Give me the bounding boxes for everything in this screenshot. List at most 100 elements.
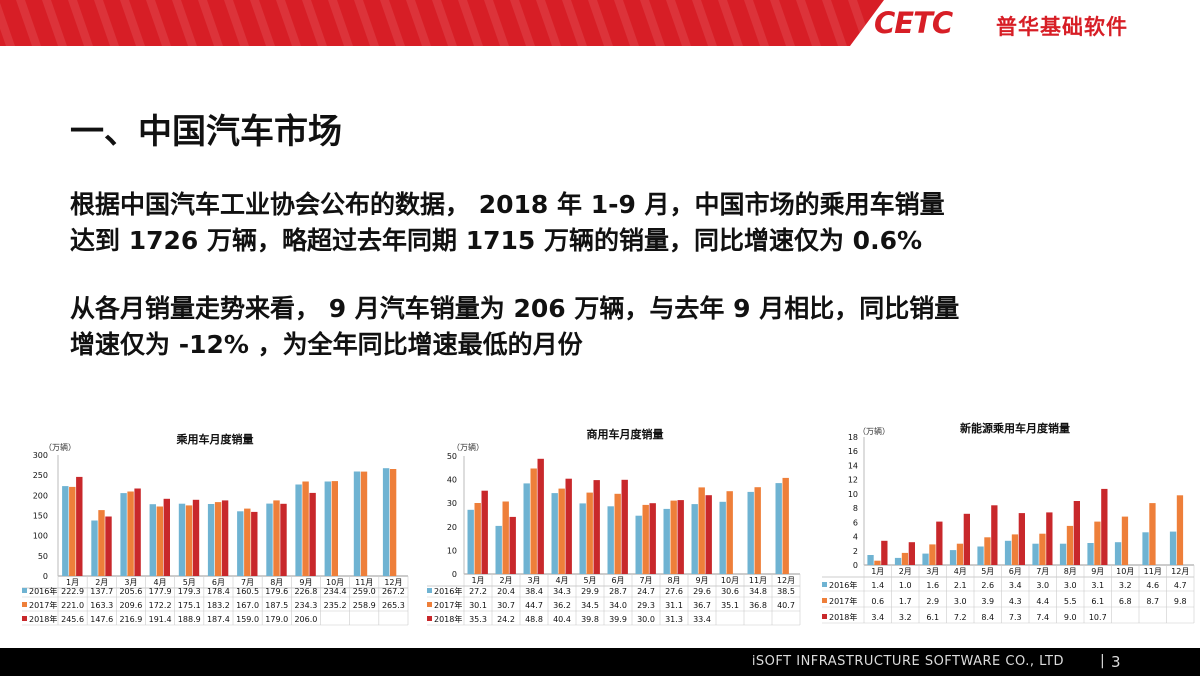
paragraph-1-line-1: 根据中国汽车工业协会公布的数据， 2018 年 1-9 月，中国市场的乘用车销量 — [70, 190, 945, 219]
y-tick-label: 18 — [848, 433, 858, 442]
table-cell-value: 205.6 — [119, 587, 142, 596]
table-cell-value: 7.2 — [954, 613, 967, 622]
chart-title: 乘用车月度销量 — [176, 432, 254, 446]
bar-2016年-2月 — [495, 525, 502, 574]
table-cell-value: 234.3 — [294, 601, 317, 610]
banner-stripe — [16, 0, 41, 46]
bar-2016年-12月 — [382, 468, 390, 576]
banner-stripe — [744, 0, 769, 46]
y-tick-label: 10 — [447, 546, 457, 555]
bar-2018年-1月 — [481, 490, 488, 574]
bar-2016年-11月 — [747, 491, 754, 574]
banner-stripe — [146, 0, 171, 46]
banner-stripe — [172, 0, 197, 46]
table-cell-value: 206.0 — [294, 615, 317, 624]
table-cell-value: 30.7 — [497, 601, 515, 610]
table-cell-value: 34.0 — [609, 601, 627, 610]
banner-stripe — [406, 0, 431, 46]
banner-stripe — [302, 0, 327, 46]
bar-2016年-9月 — [295, 484, 302, 576]
table-cell-value: 3.1 — [1091, 581, 1104, 590]
table-cell-value: 3.0 — [1036, 581, 1049, 590]
bar-2018年-3月 — [537, 458, 544, 574]
bar-2018年-6月 — [221, 500, 229, 576]
bar-2016年-12月 — [1169, 531, 1177, 565]
x-tick-label: 4月 — [154, 578, 167, 587]
bar-2018年-1月 — [881, 540, 888, 565]
chart-unit-label: （万辆） — [452, 442, 484, 452]
table-cell-value: 35.3 — [469, 615, 487, 624]
bar-2018年-1月 — [76, 476, 83, 576]
legend-label: 2016年 — [434, 586, 462, 596]
table-cell-value: 5.5 — [1064, 597, 1077, 606]
table-cell-value: 29.3 — [637, 601, 655, 610]
banner-stripe — [692, 0, 717, 46]
bar-2018年-5月 — [991, 505, 998, 565]
footer-company-name: iSOFT INFRASTRUCTURE SOFTWARE CO., LTD — [751, 654, 1064, 669]
x-tick-label: 12月 — [1171, 567, 1189, 576]
table-cell-value: 2.6 — [981, 581, 994, 590]
banner-stripe — [458, 0, 483, 46]
banner-stripe — [224, 0, 249, 46]
table-cell-value: 4.3 — [1009, 597, 1022, 606]
table-cell-value: 179.0 — [265, 615, 288, 624]
y-tick-label: 50 — [447, 452, 457, 461]
table-cell-value: 1.4 — [871, 581, 884, 590]
bar-2018年-2月 — [509, 516, 516, 574]
table-cell-value: 8.7 — [1146, 597, 1159, 606]
banner-stripe — [640, 0, 665, 46]
y-tick-label: 200 — [33, 491, 48, 500]
table-cell-value: 24.7 — [637, 587, 655, 596]
y-tick-label: 0 — [452, 570, 457, 579]
table-cell-value: 222.9 — [61, 587, 84, 596]
bar-2016年-10月 — [1114, 542, 1122, 565]
table-cell-value: 31.1 — [665, 601, 683, 610]
table-cell-value: 245.6 — [61, 615, 84, 624]
bar-2018年-8月 — [280, 503, 287, 576]
legend-label: 2016年 — [29, 586, 57, 596]
x-tick-label: 4月 — [555, 576, 568, 585]
bar-2016年-3月 — [922, 553, 929, 565]
bar-2016年-1月 — [467, 509, 474, 574]
bar-2018年-7月 — [251, 511, 258, 576]
bar-2018年-3月 — [936, 521, 943, 565]
bar-2016年-11月 — [353, 471, 361, 576]
table-cell-value: 40.7 — [777, 601, 795, 610]
bar-2016年-3月 — [523, 483, 530, 574]
bar-2018年-4月 — [565, 478, 572, 574]
banner-stripe — [276, 0, 301, 46]
banner-stripe — [198, 0, 223, 46]
y-tick-label: 10 — [848, 490, 858, 499]
x-tick-label: 9月 — [1091, 567, 1104, 576]
table-cell-value: 6.1 — [1091, 597, 1104, 606]
bar-2018年-9月 — [705, 495, 712, 574]
x-tick-label: 10月 — [1116, 567, 1134, 576]
bar-2017年-3月 — [929, 544, 936, 565]
banner-stripe — [484, 0, 509, 46]
bar-2016年-4月 — [149, 504, 156, 576]
table-cell-value: 7.3 — [1009, 613, 1022, 622]
banner-stripe — [0, 2, 15, 46]
table-cell-value: 2.9 — [926, 597, 939, 606]
x-tick-label: 10月 — [721, 576, 739, 585]
x-tick-label: 3月 — [124, 578, 137, 587]
banner-stripe — [822, 0, 847, 46]
bar-2017年-6月 — [1011, 534, 1019, 565]
banner-stripe — [718, 0, 743, 46]
table-cell-value: 9.0 — [1064, 613, 1077, 622]
table-cell-value: 6.8 — [1119, 597, 1132, 606]
paragraph-1-line-2: 达到 1726 万辆，略超过去年同期 1715 万辆的销量，同比增速仅为 0.6… — [70, 226, 923, 255]
table-cell-value: 175.1 — [178, 601, 201, 610]
table-cell-value: 30.0 — [637, 615, 655, 624]
bar-2016年-6月 — [1004, 540, 1012, 565]
bar-2016年-12月 — [775, 483, 782, 574]
table-cell-value: 30.1 — [469, 601, 487, 610]
bar-2017年-6月 — [614, 493, 621, 574]
bar-2017年-11月 — [360, 471, 368, 576]
table-cell-value: 160.5 — [236, 587, 259, 596]
bar-2017年-7月 — [642, 504, 649, 574]
table-cell-value: 137.7 — [90, 587, 113, 596]
banner-stripe — [120, 0, 145, 46]
bar-2018年-9月 — [309, 492, 316, 576]
